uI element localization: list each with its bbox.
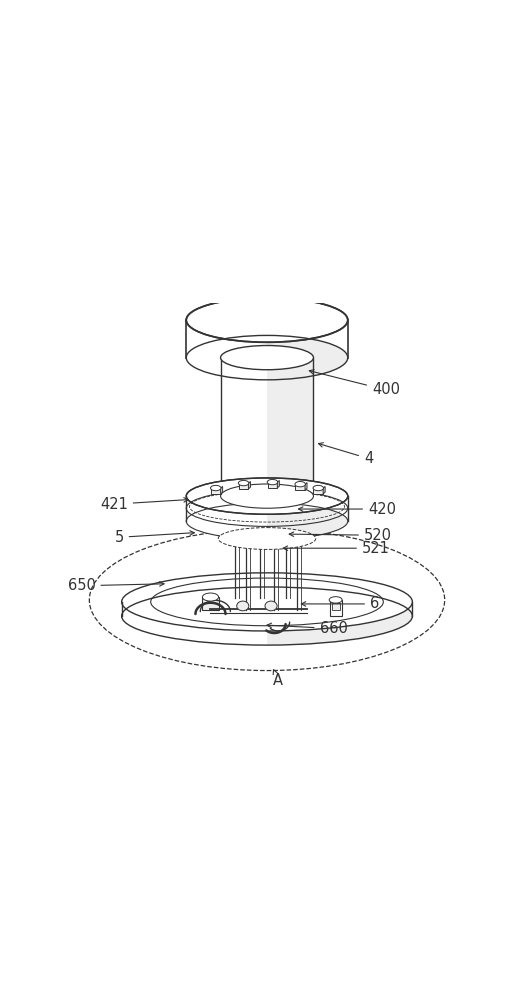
Polygon shape xyxy=(211,488,220,494)
Polygon shape xyxy=(277,480,279,488)
Polygon shape xyxy=(249,481,251,489)
Polygon shape xyxy=(297,539,301,610)
Ellipse shape xyxy=(313,485,324,491)
Ellipse shape xyxy=(218,528,316,549)
Text: 5: 5 xyxy=(115,530,194,545)
Polygon shape xyxy=(323,486,325,494)
Ellipse shape xyxy=(267,479,278,485)
Text: 421: 421 xyxy=(100,497,188,512)
Polygon shape xyxy=(287,539,290,598)
Ellipse shape xyxy=(265,601,277,611)
Ellipse shape xyxy=(238,480,249,486)
Polygon shape xyxy=(274,539,278,610)
Text: 520: 520 xyxy=(289,528,392,543)
Polygon shape xyxy=(267,358,314,496)
Polygon shape xyxy=(260,539,264,598)
Text: 400: 400 xyxy=(309,370,400,397)
Text: 650: 650 xyxy=(68,578,164,593)
Ellipse shape xyxy=(187,478,348,514)
Polygon shape xyxy=(220,358,267,496)
Ellipse shape xyxy=(202,593,219,601)
Polygon shape xyxy=(314,488,323,494)
Polygon shape xyxy=(234,539,239,598)
Polygon shape xyxy=(122,573,267,645)
Ellipse shape xyxy=(187,298,348,342)
Polygon shape xyxy=(332,603,340,610)
Ellipse shape xyxy=(237,601,249,611)
Text: A: A xyxy=(273,670,283,688)
Polygon shape xyxy=(239,483,249,489)
Polygon shape xyxy=(305,483,307,490)
Text: 521: 521 xyxy=(283,541,390,556)
Ellipse shape xyxy=(295,482,305,487)
Text: 660: 660 xyxy=(267,621,348,636)
Ellipse shape xyxy=(220,484,314,508)
Ellipse shape xyxy=(122,573,413,631)
Polygon shape xyxy=(220,486,222,494)
Polygon shape xyxy=(187,298,267,380)
Polygon shape xyxy=(268,482,277,488)
Polygon shape xyxy=(267,298,348,380)
Ellipse shape xyxy=(210,485,221,491)
Text: 420: 420 xyxy=(299,502,396,517)
Polygon shape xyxy=(202,597,219,610)
Ellipse shape xyxy=(220,346,314,370)
Polygon shape xyxy=(187,478,267,539)
Polygon shape xyxy=(267,478,348,539)
Text: 4: 4 xyxy=(318,443,373,466)
Polygon shape xyxy=(330,600,342,616)
Polygon shape xyxy=(267,573,412,645)
Text: 6: 6 xyxy=(301,596,379,611)
Polygon shape xyxy=(295,484,305,490)
Polygon shape xyxy=(246,539,250,610)
Ellipse shape xyxy=(329,597,342,603)
